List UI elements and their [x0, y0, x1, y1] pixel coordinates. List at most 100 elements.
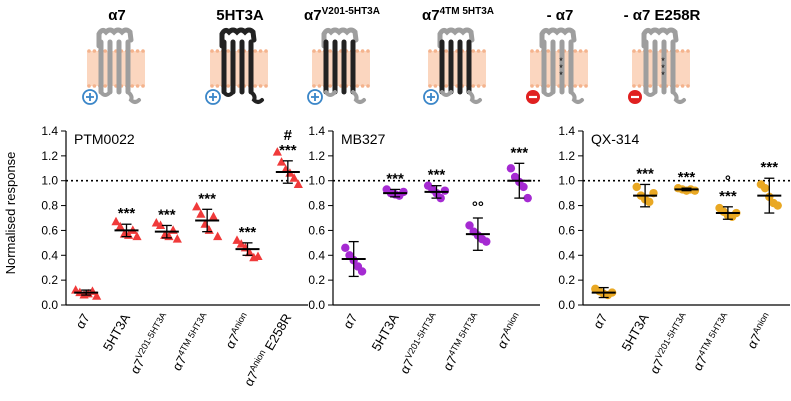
lipid-head: [632, 84, 636, 88]
data-point: [506, 164, 516, 173]
data-point: [172, 234, 182, 243]
data-group-1: ***: [382, 170, 408, 200]
data-group-3: ***: [192, 190, 223, 241]
data-point: [253, 251, 263, 261]
lipid-head: [210, 49, 214, 53]
y-tick-label: 0.8: [308, 199, 325, 213]
lipid-head: [675, 84, 679, 88]
lipid-head: [135, 84, 140, 88]
lipid-head: [578, 49, 583, 53]
construct-title: α7V201-5HT3A: [304, 6, 380, 24]
intracellular-loop: [222, 90, 264, 104]
construct-superscript: 4TM 5HT3A: [440, 6, 494, 17]
extracellular-domain: [539, 27, 577, 49]
data-point: [232, 235, 242, 244]
category-superscript: 4TM 5HT3A: [446, 311, 479, 358]
category-main: α7: [590, 311, 610, 331]
lipid-head: [476, 84, 481, 88]
x-category-label: 5HT3A: [100, 311, 133, 354]
data-group-5: #***: [272, 127, 303, 188]
data-group-4: ***: [506, 144, 532, 203]
y-tick-label: 1.0: [41, 174, 58, 188]
lipid-head: [637, 84, 642, 88]
data-point: [155, 220, 166, 229]
x-category-label: α74TM 5HT3A: [168, 311, 213, 374]
category-main: α7: [690, 353, 710, 373]
y-tick-label: 0.8: [558, 199, 575, 213]
data-point: [132, 231, 142, 241]
extracellular-domain: [641, 27, 679, 49]
category-suffix: E258R: [260, 311, 295, 356]
construct-label: α7: [422, 7, 440, 24]
lipid-head: [637, 49, 642, 53]
data-point: [482, 237, 491, 246]
membrane-band: [312, 51, 370, 86]
lipid-head: [328, 49, 333, 53]
construct-5: - α7 E258R***: [624, 7, 701, 104]
category-superscript: 4TM 5HT3A: [176, 311, 209, 358]
x-category-label: α74TM 5HT3A: [439, 311, 484, 374]
panel-title: QX-314: [591, 131, 639, 147]
lipid-head: [546, 84, 550, 88]
lipid-head: [428, 49, 432, 53]
membrane-band: [530, 51, 588, 86]
x-category-label: α7Anion: [743, 311, 776, 352]
lipid-head: [135, 49, 140, 53]
lipid-head: [87, 84, 91, 88]
significance-label: ***: [678, 169, 696, 186]
category-main: α7: [397, 356, 417, 376]
significance-label: ***: [719, 188, 737, 205]
data-point: [236, 239, 246, 248]
lipid-head: [215, 84, 220, 88]
data-group-2: ***: [151, 206, 182, 243]
construct-header-row: α7 5HT3A α7V201-5HT3A α74TM 5HT3A - α7***- α…: [82, 6, 701, 105]
category-main: α7: [127, 356, 147, 376]
lipid-head: [210, 84, 214, 88]
cation-plus-icon: [205, 89, 221, 105]
category-superscript: 4TM 5HT3A: [696, 311, 729, 358]
mutation-star: *: [559, 70, 563, 80]
y-tick-label: 0.8: [41, 199, 58, 213]
x-category-label: α74TM 5HT3A: [689, 311, 734, 374]
category-superscript: V201-5HT3A: [403, 311, 438, 361]
lipid-head: [264, 49, 268, 53]
lipid-head: [584, 84, 588, 88]
construct-label: - α7: [547, 7, 574, 24]
lipid-head: [471, 84, 476, 88]
y-tick-label: 1.4: [41, 124, 58, 138]
data-group-0: [591, 284, 617, 300]
x-category-label: α7Anion: [493, 311, 526, 352]
y-tick-label: 1.2: [308, 149, 325, 163]
x-category-label: α7: [72, 311, 92, 331]
x-category-label: 5HT3A: [368, 311, 401, 354]
x-category-label: α7V201-5HT3A: [396, 311, 443, 377]
intracellular-loop: [440, 90, 482, 104]
y-tick-label: 0.2: [558, 273, 575, 287]
x-category-label: α7V201-5HT3A: [646, 311, 693, 377]
lipid-head: [215, 49, 220, 53]
y-tick-label: 0.6: [558, 223, 575, 237]
category-main: α7: [72, 311, 92, 331]
cation-plus-icon: [82, 89, 98, 105]
lipid-head: [433, 49, 438, 53]
chart-panel-1: 0.0 0.2 0.4 0.6 0.8 1.0 1.2 1.4 MB327 α7 *** 5HT3A *…: [308, 124, 540, 376]
lipid-head: [312, 84, 316, 88]
y-tick-label: 0.2: [41, 273, 58, 287]
significance-label: °°: [472, 199, 484, 216]
category-main: 5HT3A: [100, 311, 133, 354]
lipid-head: [546, 49, 550, 53]
intracellular-loop: [542, 90, 584, 104]
anion-minus-icon: [526, 90, 540, 104]
intracellular-loop: [644, 90, 686, 104]
lipid-head: [530, 84, 534, 88]
lipid-head: [103, 49, 107, 53]
x-category-label: α7Anion E258R: [240, 311, 294, 389]
lipid-head: [258, 49, 263, 53]
lipid-head: [328, 84, 333, 88]
y-tick-label: 0.4: [558, 248, 575, 262]
lipid-head: [573, 49, 577, 53]
mutation-star: *: [661, 56, 665, 66]
membrane-band: [632, 51, 690, 86]
category-superscript: V201-5HT3A: [653, 311, 688, 361]
